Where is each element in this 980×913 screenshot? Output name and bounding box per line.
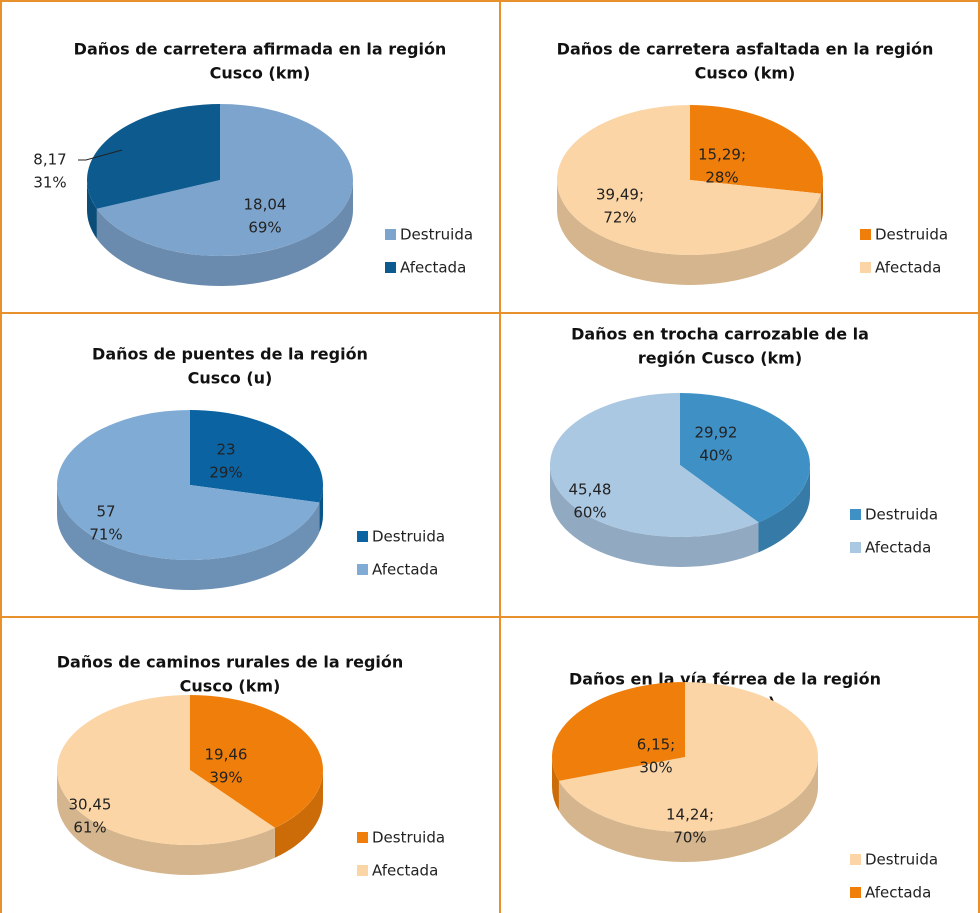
value-label: 57 (96, 503, 115, 521)
percent-label: 31% (33, 174, 66, 192)
percent-label: 71% (89, 526, 122, 544)
percent-label: 40% (699, 447, 732, 465)
legend-swatch (850, 854, 861, 865)
value-label: 6,15; (637, 736, 675, 754)
percent-label: 70% (673, 829, 706, 847)
legend-swatch (860, 229, 871, 240)
slice-side (558, 757, 818, 862)
chart-title: Daños de carretera afirmada en la región (74, 40, 447, 59)
chart-title: Cusco (km) (180, 677, 281, 696)
pie-chart: Daños de caminos rurales de la región Cus… (57, 653, 445, 880)
slice (96, 104, 353, 257)
legend-swatch (850, 509, 861, 520)
slice (56, 410, 320, 561)
slice (558, 682, 818, 833)
legend-swatch (850, 542, 861, 553)
legend-swatch (357, 832, 368, 843)
chart-title: Daños de caminos rurales de la región (57, 653, 404, 672)
value-label: 8,17 (33, 151, 66, 169)
slice-side (550, 465, 759, 567)
slice-side (274, 770, 323, 858)
legend-label: Destruida (372, 528, 445, 546)
slice-side (552, 757, 559, 811)
slice-side (319, 485, 323, 533)
chart-title: Daños en trocha carrozable de la (571, 325, 869, 344)
chart-title: Daños de puentes de la región (92, 345, 368, 364)
legend-label: Afectada (865, 539, 931, 557)
slice (690, 105, 823, 194)
legend-swatch (850, 887, 861, 898)
slice (557, 105, 821, 255)
legend-label: Destruida (875, 226, 948, 244)
legend-label: Afectada (865, 884, 931, 902)
legend-swatch (357, 564, 368, 575)
pie-chart: Daños de carretera afirmada en la región… (33, 40, 473, 287)
legend-label: Afectada (400, 259, 466, 277)
leader-line (78, 149, 123, 161)
value-label: 29,92 (695, 424, 738, 442)
value-label: 45,48 (569, 481, 612, 499)
slice (549, 393, 759, 538)
legend-label: Afectada (372, 862, 438, 880)
value-label: 14,24; (666, 806, 714, 824)
slice-side (57, 770, 275, 876)
pie-chart: Daños en la vía férrea de la regiónCusco… (552, 670, 938, 902)
value-label: 39,49; (596, 186, 644, 204)
legend-label: Afectada (372, 561, 438, 579)
value-label: 15,29; (698, 146, 746, 164)
chart-title: Daños de carretera asfaltada en la regió… (557, 40, 934, 59)
slice (552, 682, 685, 781)
value-label: 23 (216, 441, 235, 459)
legend-label: Destruida (372, 829, 445, 847)
legend-swatch (357, 865, 368, 876)
value-label: 18,04 (244, 196, 287, 214)
legend-label: Afectada (875, 259, 941, 277)
slice-side (96, 180, 353, 287)
legend-swatch (385, 262, 396, 273)
pie-chart: Daños de carretera asfaltada en la regió… (557, 40, 948, 285)
legend-swatch (385, 229, 396, 240)
slice (56, 695, 275, 845)
chart-title: Cusco (km) (695, 64, 796, 83)
slice (190, 695, 323, 828)
slice-side (87, 180, 97, 239)
pie-chart: Daños de puentes de la región Cusco (u) 23… (56, 345, 445, 590)
slice (190, 410, 323, 503)
percent-label: 60% (573, 504, 606, 522)
slice-side (557, 180, 821, 285)
chart-title: región Cusco (km) (638, 349, 802, 368)
slice (680, 393, 810, 523)
slice-side (57, 485, 320, 590)
percent-label: 61% (73, 819, 106, 837)
legend-swatch (357, 531, 368, 542)
percent-label: 69% (248, 219, 281, 237)
chart-title: Cusco (u) (188, 369, 273, 388)
slice (86, 104, 220, 209)
percent-label: 39% (209, 769, 242, 787)
pie-chart: Daños en trocha carrozable de la región C… (549, 325, 938, 567)
chart-title: Cusco (km) (210, 64, 311, 83)
percent-label: 28% (705, 169, 738, 187)
chart-title: Daños en la vía férrea de la región (569, 670, 881, 689)
percent-label: 29% (209, 464, 242, 482)
value-label: 19,46 (205, 746, 248, 764)
legend-label: Destruida (400, 226, 473, 244)
slice-side (820, 180, 823, 224)
legend-swatch (860, 262, 871, 273)
value-label: 30,45 (69, 796, 112, 814)
percent-label: 30% (639, 759, 672, 777)
slice-side (758, 465, 810, 553)
legend-label: Destruida (865, 506, 938, 524)
percent-label: 72% (603, 209, 636, 227)
legend-label: Destruida (865, 851, 938, 869)
